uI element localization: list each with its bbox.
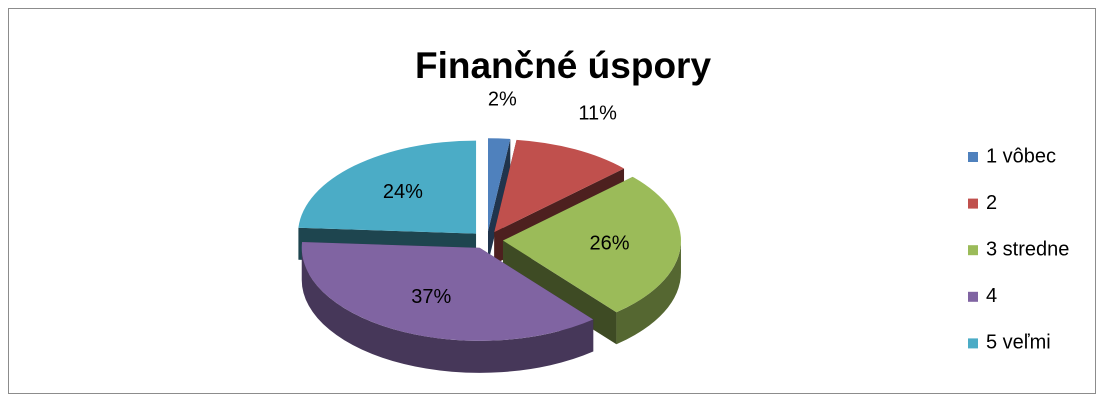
legend-label: 3 stredne xyxy=(986,238,1069,260)
pie-slice xyxy=(494,139,625,233)
legend-swatch xyxy=(968,152,978,162)
legend-label: 1 vôbec xyxy=(986,145,1056,167)
legend-swatch xyxy=(968,198,978,209)
pie-tops xyxy=(298,138,681,341)
slice-outer-wall xyxy=(616,240,681,345)
slice-radial-wall xyxy=(488,138,511,264)
legend-swatch xyxy=(968,291,978,302)
legend-label: 5 veľmi xyxy=(986,332,1051,354)
legend-label: 4 xyxy=(986,285,997,307)
chart-title: Finančné úspory xyxy=(415,45,711,86)
slice-outer-wall xyxy=(301,247,594,373)
legend-label: 2 xyxy=(986,192,997,214)
data-label: 37% xyxy=(411,286,451,308)
pie-slice xyxy=(502,176,681,313)
pie-slice xyxy=(298,140,477,234)
legend-swatch xyxy=(968,338,978,349)
data-label: 2% xyxy=(488,89,517,111)
data-label: 11% xyxy=(578,102,617,124)
pie-slice xyxy=(488,138,511,232)
data-label: 26% xyxy=(590,232,630,254)
legend-swatch xyxy=(968,245,978,256)
data-label: 24% xyxy=(383,181,423,203)
pie-slice xyxy=(301,242,594,341)
